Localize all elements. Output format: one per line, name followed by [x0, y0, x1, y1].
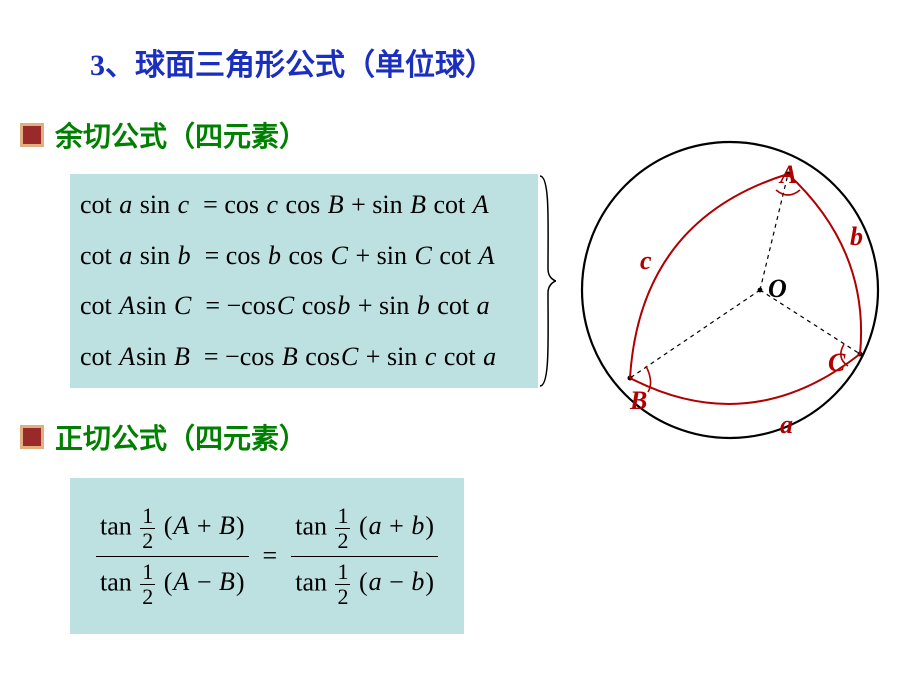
bullet-icon: [20, 425, 44, 449]
cot-formula-3: cot Asin C = −cosC cosb + sin b cot a: [80, 291, 532, 321]
tan-formula-box: tan 12 (A + B) tan 12 (A − B) = tan 12 (…: [70, 478, 464, 634]
tan-equation: tan 12 (A + B) tan 12 (A − B) = tan 12 (…: [90, 503, 444, 610]
page-title: 3、球面三角形公式（单位球）: [90, 40, 495, 84]
cot-formula-4: cot Asin B = −cos B cosC + sin c cot a: [80, 342, 532, 372]
label-A: A: [780, 160, 797, 190]
spherical-triangle-diagram: A b c O C B a: [570, 130, 890, 450]
cot-formula-box: cot a sin c = cos c cos B + sin B cot A …: [70, 174, 538, 388]
equals-sign: =: [263, 541, 278, 571]
label-C: C: [828, 348, 845, 378]
bullet-icon: [20, 123, 44, 147]
tan-right-fraction: tan 12 (a + b) tan 12 (a − b): [291, 503, 438, 610]
label-a: a: [780, 410, 793, 440]
label-B: B: [630, 386, 647, 416]
tan-left-fraction: tan 12 (A + B) tan 12 (A − B): [96, 503, 249, 610]
label-O: O: [768, 274, 787, 304]
cot-formula-2: cot a sin b = cos b cos C + sin C cot A: [80, 241, 532, 271]
section-tan-label: 正切公式（四元素）: [55, 417, 307, 457]
label-b: b: [850, 222, 863, 252]
label-c: c: [640, 246, 652, 276]
cot-formula-1: cot a sin c = cos c cos B + sin B cot A: [80, 190, 532, 220]
section-cot-label: 余切公式（四元素）: [55, 115, 307, 155]
slide: 3、球面三角形公式（单位球） 余切公式（四元素） cot a sin c = c…: [0, 0, 920, 690]
brace-icon: [538, 174, 556, 388]
